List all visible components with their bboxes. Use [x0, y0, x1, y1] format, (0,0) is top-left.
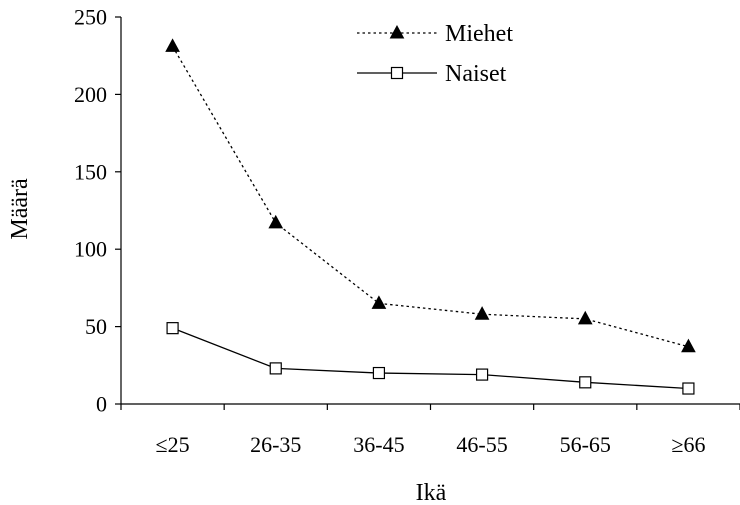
data-point-miehet — [165, 38, 180, 52]
x-tick-label: 56-65 — [560, 432, 611, 457]
y-tick-label: 100 — [74, 237, 107, 262]
legend-marker-miehet — [389, 24, 405, 39]
y-axis-title: Määrä — [7, 178, 33, 240]
y-tick-label: 200 — [74, 82, 107, 107]
data-point-miehet — [577, 310, 593, 325]
x-axis-title: Ikä — [416, 480, 447, 505]
y-ticks: 0 50 100 150 200 250 — [74, 5, 121, 417]
x-tick-label: 46-55 — [456, 432, 507, 457]
data-point-naiset — [269, 362, 282, 375]
data-point-naiset — [475, 368, 489, 381]
x-tick-label: ≥66 — [671, 432, 705, 457]
y-tick-label: 0 — [96, 392, 107, 417]
plot-series — [165, 38, 696, 395]
x-tick-label: 26-35 — [250, 432, 301, 457]
series-line-naiset — [172, 327, 689, 390]
y-axis: 0 50 100 150 200 250 — [74, 5, 122, 417]
y-tick-label: 150 — [74, 159, 107, 184]
x-tick-label: 36-45 — [353, 432, 404, 457]
series-line-miehet — [172, 46, 689, 348]
legend-item-naiset: Naiset — [357, 61, 507, 87]
data-point-naiset — [166, 322, 179, 335]
data-point-miehet — [268, 214, 284, 229]
data-point-naiset — [372, 366, 386, 380]
y-tick-label: 50 — [85, 314, 107, 339]
data-point-miehet — [474, 306, 490, 320]
y-tick-label: 250 — [74, 5, 107, 30]
legend-item-miehet: Miehet — [357, 21, 513, 47]
x-axis: ≤25 26-35 36-45 46-55 56-65 ≥66 — [120, 403, 740, 457]
legend-label-naiset: Naiset — [445, 61, 507, 87]
data-point-miehet — [371, 295, 387, 309]
legend-marker-naiset — [390, 66, 404, 80]
x-ticks: ≤25 26-35 36-45 46-55 56-65 ≥66 — [120, 404, 740, 457]
legend: Miehet Naiset — [357, 21, 513, 87]
legend-label-miehet: Miehet — [445, 21, 513, 47]
data-point-miehet — [681, 338, 696, 353]
x-tick-label: ≤25 — [156, 432, 190, 457]
data-point-naiset — [682, 382, 695, 395]
data-point-naiset — [579, 376, 592, 389]
